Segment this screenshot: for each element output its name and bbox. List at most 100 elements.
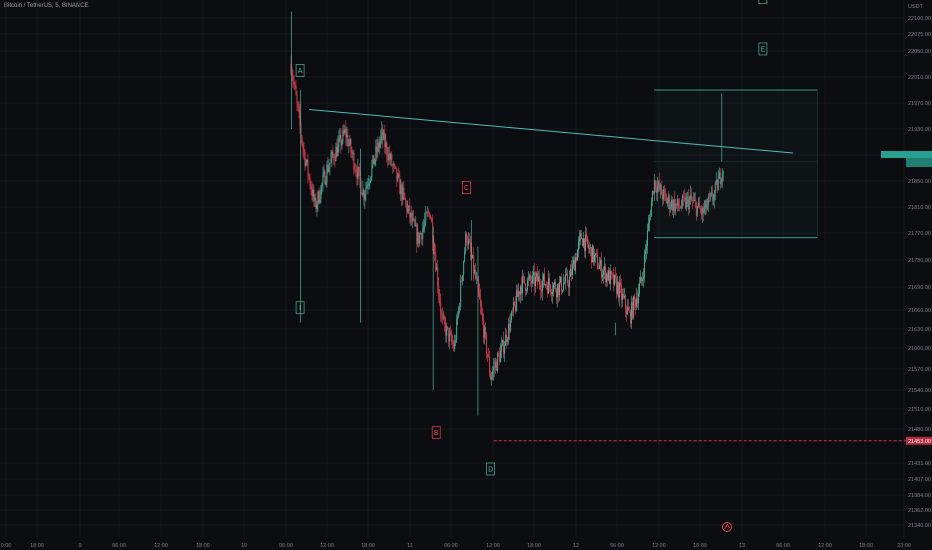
candle-body [628,310,630,312]
candle-body [492,371,494,377]
grid-lines [0,0,906,538]
candle [341,138,343,150]
candle-body [303,148,305,152]
candle [710,186,712,197]
candle-body [586,234,587,237]
candle [469,232,471,244]
candle-body [375,146,377,160]
candle-body [589,248,590,249]
candle [315,192,317,213]
candle-body [663,189,665,193]
range-box [654,89,818,239]
candle-body [571,269,572,276]
price-tick-label: 21970.00 [908,101,931,107]
candle-body [720,181,722,184]
candle-body [331,151,333,159]
candle [335,142,337,162]
candle [487,353,489,363]
candle-body [438,285,440,295]
logo-mark [724,523,730,530]
candle-body [383,132,385,140]
candle [557,283,558,308]
time-tick-label: 11 [407,543,413,549]
candle-body [325,181,327,185]
candle [380,129,382,149]
candle [623,287,625,300]
candle-body [338,138,340,144]
candle [444,314,446,332]
candle-body [394,164,396,167]
candle-body [607,270,609,281]
candle [712,194,714,206]
candle-body [562,290,563,292]
wave-label-c: C [462,181,471,194]
candle [569,270,570,297]
candle-body [320,186,322,200]
candle [587,235,588,248]
candle [684,193,686,210]
candle-body [712,200,714,201]
candle [423,219,425,233]
candle [556,288,557,304]
candle-body [659,184,661,190]
candle [554,279,555,289]
candle-body [674,203,676,212]
candle [691,196,693,210]
candle [656,177,658,202]
candle [507,336,509,346]
candle-body [640,277,642,282]
time-tick-label: 06:00 [444,543,458,549]
candle [687,189,689,216]
candle [542,272,544,301]
candle [711,185,713,205]
candle [581,229,582,240]
wave-label-box [462,181,471,194]
candle-body [368,183,370,186]
candle [565,268,566,290]
candle [459,302,461,314]
candle [521,277,523,302]
candle [405,197,407,208]
candle [584,238,585,258]
candle [545,283,547,288]
time-tick-label: 06:00 [112,543,126,549]
candle [701,206,703,223]
candle [406,200,408,218]
candle-body [617,282,619,298]
candle-body [347,134,349,147]
price-tick-label: 21810.00 [908,205,931,211]
candle-body [596,253,597,255]
candle [625,305,627,322]
candle [331,149,333,168]
candle [699,206,701,214]
candle-body [318,191,320,203]
candle [720,177,722,188]
candle [363,187,365,206]
candle-body [424,221,426,226]
candle [676,194,678,212]
candle-body [538,276,540,282]
candle-body [471,251,473,258]
candle-body [420,233,422,235]
candle [552,282,553,304]
candle [563,274,564,292]
candle-body [542,280,544,291]
candle [606,269,608,287]
candle-body [293,81,295,85]
candle-body [705,200,707,210]
current-price-bg [881,151,932,158]
candle [512,307,514,316]
candle [599,256,600,270]
candle-body [464,251,466,262]
candle-body [606,273,608,281]
candle [463,260,465,282]
candle-body [482,313,484,321]
candle-body [594,254,595,262]
candle [642,267,644,288]
candle [632,295,634,320]
candle-body [342,130,344,142]
candle-body [713,192,715,201]
candle [445,316,447,342]
